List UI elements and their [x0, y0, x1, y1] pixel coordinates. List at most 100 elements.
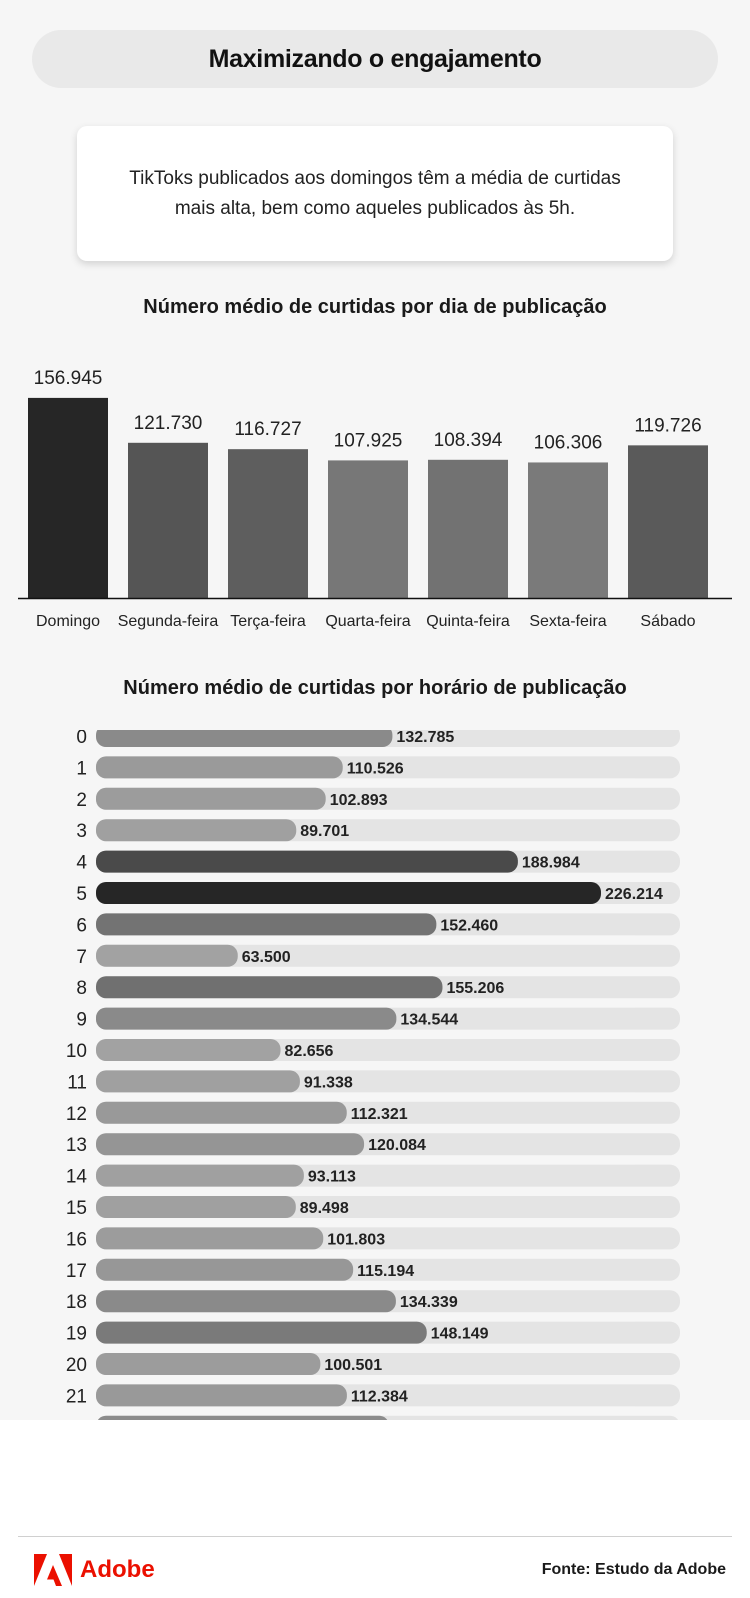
hour-category-label: 8	[76, 978, 87, 999]
hour-value-label: 188.984	[522, 855, 580, 872]
hour-value-label: 132.785	[396, 730, 454, 746]
hour-chart-title: Número médio de curtidas por horário de …	[123, 677, 627, 699]
hour-value-label: 112.321	[351, 1106, 408, 1123]
page-title: Maximizando o engajamento	[208, 44, 542, 73]
hour-category-label: 4	[76, 853, 87, 874]
summary-text: TikToks publicados aos domingos têm a mé…	[129, 167, 621, 219]
hour-category-label: 5	[76, 884, 87, 905]
hour-category-label: 7	[76, 947, 87, 968]
day-value-label: 156.945	[34, 368, 103, 389]
hour-track	[96, 944, 680, 967]
hour-value-label: 148.149	[431, 1326, 489, 1343]
hour-bar	[96, 850, 518, 873]
day-bar	[28, 397, 108, 598]
hour-value-label: 100.501	[324, 1357, 382, 1374]
hour-value-label: 115.194	[357, 1263, 414, 1280]
day-bar	[528, 462, 608, 598]
brand[interactable]: Adobe	[34, 1553, 155, 1587]
day-category-label: Sábado	[640, 613, 695, 630]
hour-bar	[96, 1070, 300, 1093]
hour-value-label: 112.384	[351, 1388, 408, 1405]
hour-category-label: 0	[76, 730, 87, 748]
hour-value-label: 152.460	[440, 917, 498, 934]
day-category-label: Quarta-feira	[325, 613, 410, 630]
footer-divider	[18, 1536, 732, 1537]
day-category-label: Domingo	[36, 613, 100, 630]
hour-value-label: 120.084	[368, 1137, 426, 1154]
hour-bar	[96, 756, 343, 779]
day-chart-title: Número médio de curtidas por dia de publ…	[143, 296, 607, 318]
hour-value-label: 102.893	[330, 792, 388, 809]
hour-value-label: 89.701	[300, 823, 349, 840]
hour-value-label: 82.656	[285, 1043, 334, 1060]
hour-category-label: 17	[66, 1261, 87, 1282]
hour-category-label: 20	[66, 1355, 87, 1376]
hour-bar	[96, 1258, 354, 1281]
day-category-label: Sexta-feira	[529, 613, 606, 630]
hour-bar	[96, 944, 238, 967]
hour-category-label: 9	[76, 1010, 87, 1031]
day-bar	[228, 449, 308, 598]
day-value-label: 107.925	[334, 430, 403, 451]
hour-category-label: 15	[66, 1198, 87, 1219]
day-value-label: 106.306	[534, 432, 603, 453]
header-banner: Maximizando o engajamento	[32, 30, 718, 88]
footer: Adobe Fonte: Estudo da Adobe	[0, 1420, 750, 1598]
source-note: Fonte: Estudo da Adobe	[541, 1561, 726, 1578]
hour-bar	[96, 913, 437, 936]
day-value-label: 116.727	[234, 419, 301, 440]
hour-category-label: 1	[76, 758, 87, 779]
hour-value-label: 110.526	[347, 760, 404, 777]
day-value-label: 108.394	[434, 430, 503, 451]
hour-bar-chart: 0 132.785 1 110.526 2 102.893 3 89.701 4 188.984 5…	[66, 730, 680, 1470]
hour-category-label: 10	[66, 1041, 87, 1062]
hour-bar	[96, 819, 297, 842]
day-bar	[428, 459, 508, 598]
hour-bar	[96, 1321, 427, 1344]
hour-category-label: 16	[66, 1229, 87, 1250]
day-category-label: Terça-feira	[230, 613, 306, 630]
hour-category-label: 3	[76, 821, 87, 842]
hour-value-label: 134.544	[400, 1012, 458, 1029]
hour-bar	[96, 730, 393, 747]
hour-bar	[96, 1039, 281, 1061]
hour-bar	[96, 1164, 304, 1187]
hour-bar	[96, 1384, 347, 1407]
hour-bar	[96, 1227, 324, 1250]
hour-category-label: 19	[66, 1324, 87, 1345]
hour-value-label: 91.338	[304, 1074, 353, 1091]
hour-value-label: 226.214	[605, 886, 663, 903]
day-category-label: Segunda-feira	[118, 613, 219, 630]
hour-value-label: 101.803	[327, 1231, 385, 1248]
hour-category-label: 14	[66, 1167, 88, 1188]
hour-value-label: 134.339	[400, 1294, 458, 1311]
hour-bar	[96, 1353, 321, 1375]
hour-value-label: 93.113	[308, 1169, 356, 1186]
hour-category-label: 6	[76, 915, 87, 936]
hour-bar	[96, 1133, 365, 1156]
hour-value-label: 89.498	[300, 1200, 349, 1217]
hour-category-label: 21	[66, 1386, 87, 1407]
hour-category-label: 2	[76, 790, 87, 811]
summary-card: TikToks publicados aos domingos têm a mé…	[77, 126, 673, 261]
hour-bar	[96, 787, 326, 810]
hour-value-label: 63.500	[242, 949, 291, 966]
hour-bar	[96, 1101, 347, 1124]
day-bar	[628, 445, 708, 598]
hour-bar	[96, 1007, 397, 1030]
day-value-label: 121.730	[134, 413, 203, 434]
day-bar	[128, 442, 208, 598]
hour-category-label: 18	[66, 1292, 87, 1313]
day-bar-chart: 156.945 Domingo 121.730 Segunda-feira 116.72…	[18, 368, 732, 630]
hour-value-label: 155.206	[446, 980, 504, 997]
hour-category-label: 11	[67, 1072, 87, 1093]
day-value-label: 119.726	[634, 415, 701, 436]
adobe-logo-icon	[34, 1554, 72, 1586]
hour-bar	[96, 1290, 396, 1313]
hour-bar	[96, 1196, 296, 1218]
brand-name: Adobe	[80, 1556, 155, 1583]
day-bar	[328, 460, 408, 598]
hour-category-label: 13	[66, 1135, 87, 1156]
hour-bar	[96, 882, 601, 904]
hour-category-label: 12	[66, 1104, 87, 1125]
